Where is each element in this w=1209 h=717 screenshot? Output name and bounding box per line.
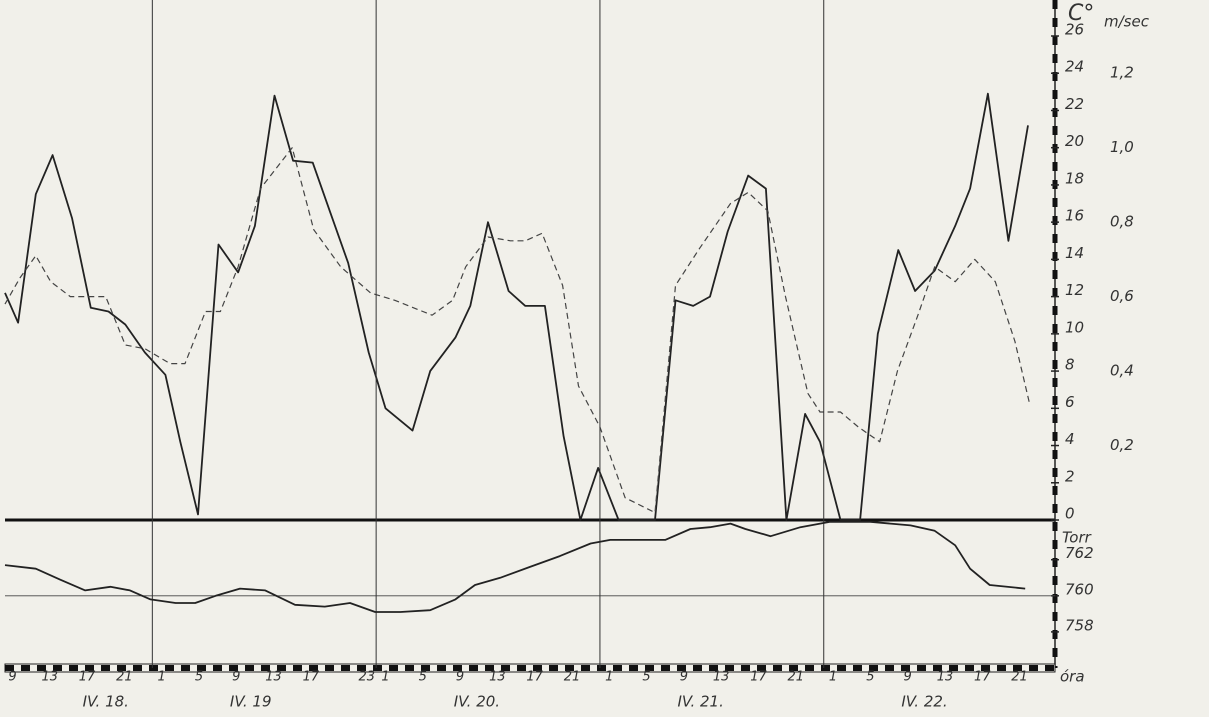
y-tick-label: 20 [1065, 132, 1084, 150]
x-tick-label: 21 [1011, 670, 1028, 685]
solid-line [4, 92, 1029, 521]
y-tick-label: 12 [1065, 281, 1084, 299]
day-label: IV. 21. [678, 693, 724, 711]
x-tick-label: 17 [974, 670, 991, 685]
y-axis-label: C° [1068, 1, 1094, 26]
x-tick-label: 9 [456, 670, 464, 685]
x-tick-label: 17 [303, 670, 320, 685]
y2-tick-label: 1,2 [1110, 64, 1134, 82]
pressure-axis-label: Torr [1062, 529, 1092, 547]
day-label: IV. 20. [454, 693, 500, 711]
y-tick-label: 758 [1065, 616, 1094, 634]
x-tick-label: 21 [787, 670, 804, 685]
x-tick-label: 17 [79, 670, 96, 685]
x-tick-label: 13 [489, 670, 506, 685]
y-tick-label: 8 [1065, 356, 1075, 374]
x-tick-label: 1 [158, 670, 166, 685]
y2-tick-label: 0,4 [1110, 362, 1134, 380]
y-tick-label: 0 [1065, 505, 1075, 523]
y-tick-label: 10 [1065, 318, 1084, 336]
x-tick-label: 21 [116, 670, 133, 685]
x-tick-label: 5 [866, 670, 874, 685]
x-tick-label: 17 [750, 670, 767, 685]
x-tick-label: 1 [605, 670, 613, 685]
day-label: IV. 18. [83, 693, 129, 711]
dashed-line [4, 147, 1031, 514]
x-tick-label: 9 [904, 670, 912, 685]
x-tick-label: 13 [41, 670, 58, 685]
y-tick-label: 762 [1065, 544, 1094, 562]
day-label: IV. 22. [901, 693, 947, 711]
y-tick-label: 22 [1065, 95, 1084, 113]
day-label: IV. 19 [230, 693, 272, 711]
x-tick-label: 13 [713, 670, 730, 685]
x-tick-label: 5 [642, 670, 650, 685]
x-tick-label: 13 [937, 670, 954, 685]
y-tick-label: 6 [1065, 393, 1075, 411]
x-tick-label: 17 [526, 670, 543, 685]
y2-tick-label: 0,6 [1110, 287, 1134, 305]
x-tick-label: 9 [232, 670, 240, 685]
y2-axis-label: m/sec [1104, 13, 1150, 31]
x-tick-label: 13 [265, 670, 282, 685]
x-tick-label: 5 [419, 670, 427, 685]
x-tick-label: 5 [195, 670, 203, 685]
y-tick-label: 18 [1065, 169, 1084, 187]
y-tick-label: 14 [1065, 244, 1084, 262]
x-tick-label: 1 [829, 670, 837, 685]
y-tick-label: 2 [1065, 467, 1075, 485]
y-tick-label: 16 [1065, 207, 1084, 225]
x-tick-label: 9 [8, 670, 16, 685]
y2-tick-label: 1,0 [1110, 138, 1134, 156]
x-tick-label: 1 [381, 670, 389, 685]
y2-tick-label: 0,8 [1110, 213, 1134, 231]
y2-tick-label: 0,2 [1110, 436, 1134, 454]
y-tick-label: 760 [1065, 580, 1094, 598]
y-tick-label: 26 [1065, 21, 1084, 39]
x-tick-label: 21 [564, 670, 581, 685]
x-axis-label: óra [1060, 668, 1085, 686]
solid-line [4, 520, 1026, 613]
y-tick-label: 4 [1065, 430, 1075, 448]
x-tick-label: 9 [680, 670, 688, 685]
y-tick-label: 24 [1065, 58, 1084, 76]
x-tick-label: 23 [359, 670, 376, 685]
